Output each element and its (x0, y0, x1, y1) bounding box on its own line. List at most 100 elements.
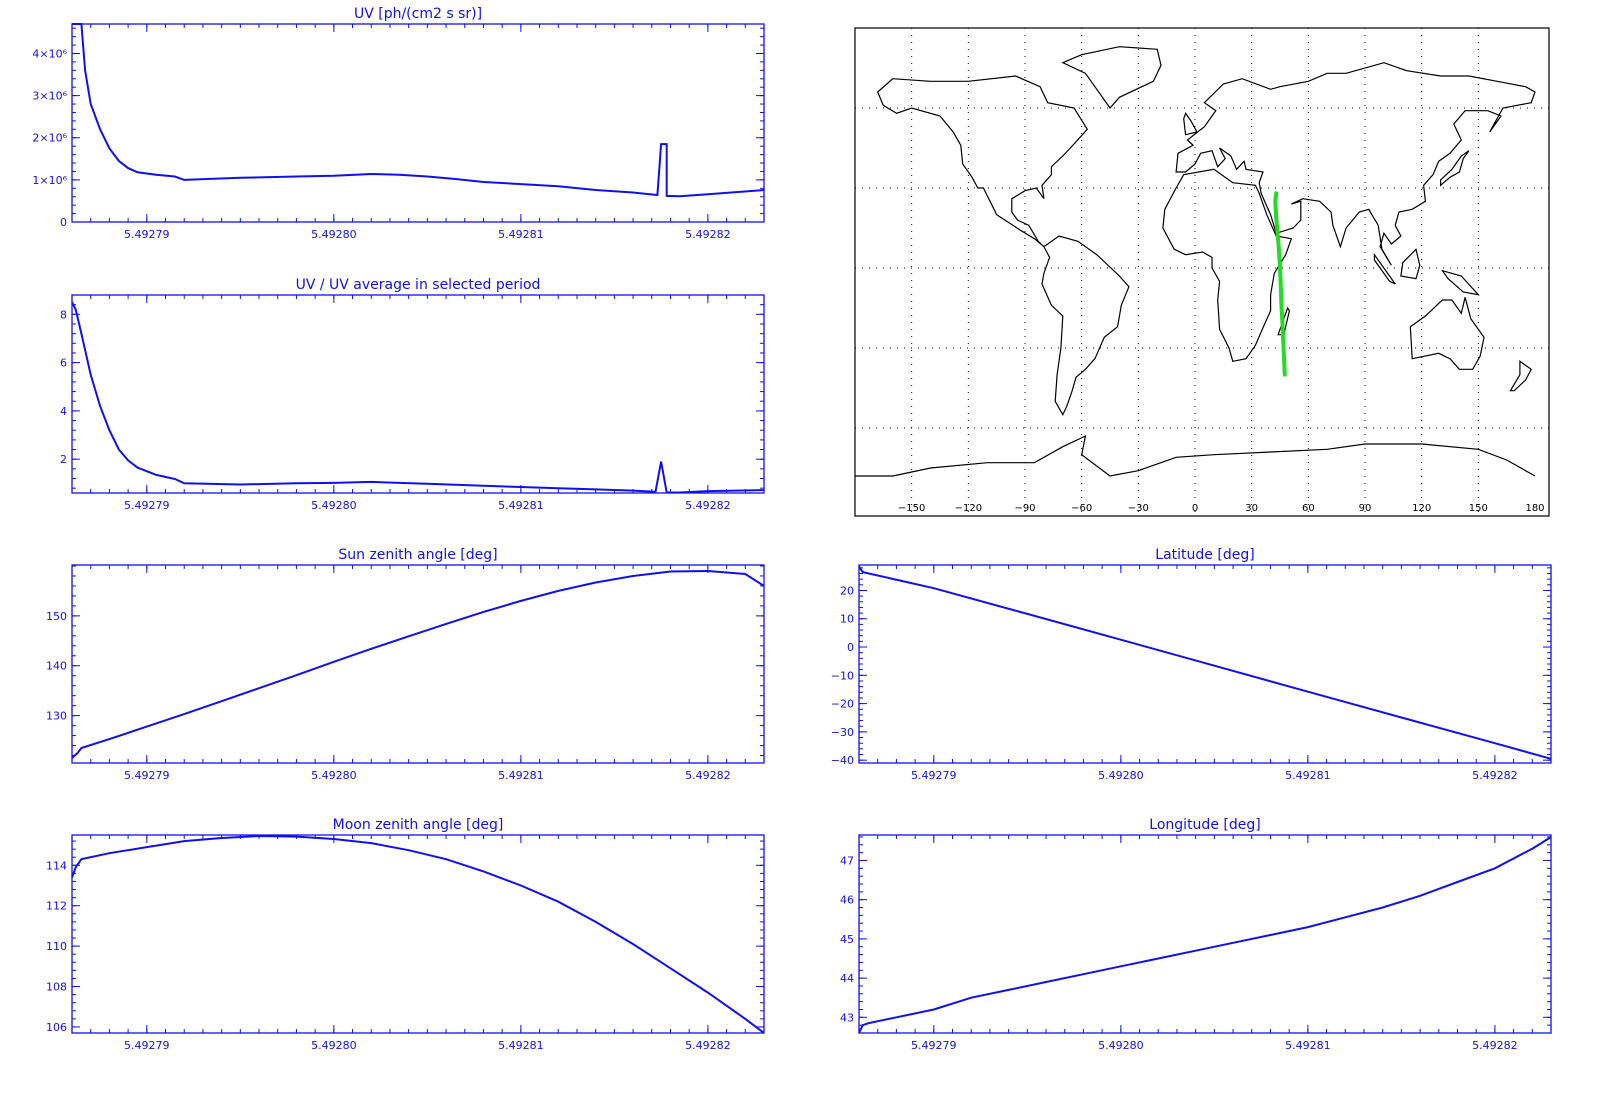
longitude-tick-label: −150 (898, 503, 925, 514)
chart-title: Latitude [deg] (1155, 547, 1254, 563)
longitude-tick-label: 0 (1192, 503, 1198, 514)
y-tick-label: 0 (847, 641, 854, 654)
x-tick-label: 5.49282 (685, 769, 731, 782)
x-tick-label: 5.49280 (1098, 1039, 1144, 1052)
longitude-tick-label: −90 (1014, 503, 1035, 514)
longitude-tick-label: −60 (1071, 503, 1092, 514)
y-tick-label: 106 (46, 1021, 67, 1034)
y-tick-label: −40 (831, 754, 854, 767)
chart-title: Longitude [deg] (1149, 817, 1260, 833)
y-tick-label: 2 (60, 453, 67, 466)
moon-zenith-panel: Moon zenith angle [deg] 5.49279 5.49280 5.4… (46, 817, 765, 1052)
longitude-tick-label: 120 (1412, 503, 1431, 514)
y-tick-label: 8 (60, 308, 67, 321)
y-tick-label: 108 (46, 981, 67, 994)
chart-title: UV [ph/(cm2 s sr)] (354, 6, 482, 22)
y-tick-label: 0 (60, 216, 67, 229)
series-line (71, 301, 765, 494)
x-tick-label: 5.49281 (498, 499, 544, 512)
coastline-great-britain (1183, 111, 1198, 136)
plot-frame (71, 23, 765, 223)
series-line (72, 23, 765, 198)
plot-frame (71, 294, 765, 494)
x-tick-label: 5.49282 (685, 1039, 731, 1052)
ground-track-line (1273, 191, 1287, 377)
y-tick-label: 46 (840, 894, 854, 907)
x-tick-label: 5.49282 (685, 499, 731, 512)
y-tick-label: 47 (840, 854, 854, 867)
y-tick-label: −10 (831, 669, 854, 682)
ground-track-map: −150 −120 −90 −60 −30 0 30 60 90 120 150 180 (854, 27, 1550, 517)
coastline-japan (1439, 150, 1470, 187)
y-tick-label: −30 (831, 726, 854, 739)
y-tick-label: −20 (831, 698, 854, 711)
longitude-tick-label: 150 (1469, 503, 1488, 514)
y-tick-label: 130 (46, 710, 67, 723)
longitude-tick-label: 60 (1302, 503, 1315, 514)
series-line (858, 836, 1552, 1034)
plot-frame (71, 564, 765, 764)
x-tick-label: 5.49279 (911, 769, 957, 782)
coastline-south-america (1041, 235, 1130, 416)
x-tick-label: 5.49279 (124, 769, 170, 782)
coastline-greenland (1061, 46, 1162, 109)
x-tick-label: 5.49279 (124, 1039, 170, 1052)
coastline-borneo (1400, 248, 1421, 280)
coastline-new-guinea (1440, 269, 1480, 296)
y-tick-label: 3×10⁶ (32, 90, 67, 103)
coastline-new-zealand (1509, 360, 1532, 392)
plot-frame (858, 834, 1552, 1034)
x-tick-label: 5.49281 (498, 769, 544, 782)
chart-title: Moon zenith angle [deg] (333, 817, 504, 833)
map-frame (854, 27, 1550, 517)
y-tick-label: 114 (46, 859, 67, 872)
coastline-antarctica (855, 434, 1536, 477)
y-tick-label: 43 (840, 1011, 854, 1024)
y-tick-label: 20 (840, 584, 854, 597)
x-tick-label: 5.49280 (311, 499, 357, 512)
plot-frame (71, 834, 765, 1034)
x-tick-label: 5.49281 (1285, 769, 1331, 782)
longitude-panel: Longitude [deg] 5.49279 5.49280 5.49281 5.49… (840, 817, 1552, 1052)
chart-title: Sun zenith angle [deg] (338, 547, 497, 563)
y-tick-label: 44 (840, 972, 854, 985)
y-tick-label: 1×10⁶ (32, 174, 67, 187)
y-tick-label: 112 (46, 900, 67, 913)
series-line (71, 569, 765, 759)
y-tick-label: 4 (60, 405, 67, 418)
x-tick-label: 5.49280 (311, 1039, 357, 1052)
y-tick-label: 2×10⁶ (32, 132, 67, 145)
longitude-tick-label: 90 (1359, 503, 1372, 514)
coastline-eurasia (1175, 62, 1536, 266)
x-tick-label: 5.49279 (124, 228, 170, 241)
y-tick-label: 10 (840, 613, 854, 626)
x-tick-label: 5.49280 (1098, 769, 1144, 782)
y-tick-label: 150 (46, 610, 67, 623)
y-tick-label: 6 (60, 357, 67, 370)
x-tick-label: 5.49282 (1472, 1039, 1518, 1052)
x-tick-label: 5.49282 (685, 228, 731, 241)
coastline-africa (1162, 168, 1293, 362)
longitude-tick-label: 30 (1245, 503, 1258, 514)
coastline-australia (1409, 297, 1485, 370)
uv-panel: UV [ph/(cm2 s sr)] 5.49279 5.49280 5.49281 5… (32, 6, 765, 241)
longitude-tick-label: −30 (1128, 503, 1149, 514)
coastline-north-america (876, 75, 1089, 248)
y-tick-label: 45 (840, 933, 854, 946)
x-tick-label: 5.49281 (1285, 1039, 1331, 1052)
chart-title: UV / UV average in selected period (296, 277, 541, 293)
longitude-tick-label: −120 (955, 503, 982, 514)
x-tick-label: 5.49280 (311, 769, 357, 782)
y-tick-label: 110 (46, 940, 67, 953)
longitude-tick-label: 180 (1525, 503, 1544, 514)
x-tick-label: 5.49280 (311, 228, 357, 241)
uv-ratio-panel: UV / UV average in selected period 5.4927… (60, 277, 765, 512)
x-tick-label: 5.49281 (498, 228, 544, 241)
series-line (858, 565, 1552, 760)
series-line (71, 834, 765, 1034)
y-tick-label: 140 (46, 660, 67, 673)
sun-zenith-panel: Sun zenith angle [deg] 5.49279 5.49280 5.49… (46, 547, 765, 782)
x-tick-label: 5.49282 (1472, 769, 1518, 782)
y-tick-label: 4×10⁶ (32, 47, 67, 60)
